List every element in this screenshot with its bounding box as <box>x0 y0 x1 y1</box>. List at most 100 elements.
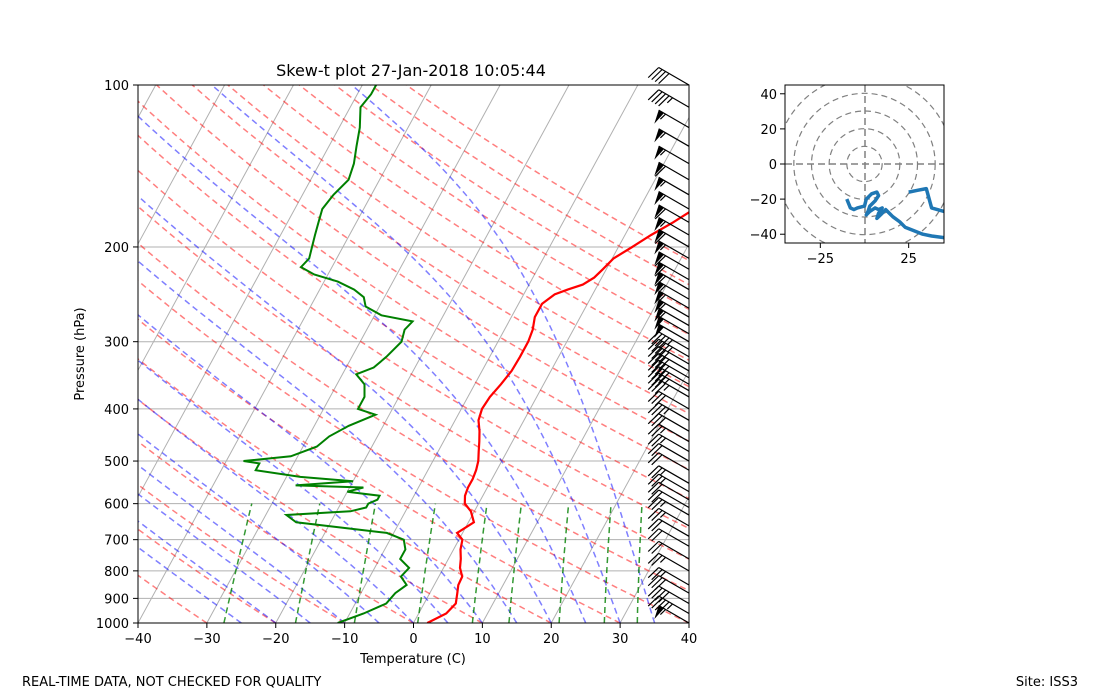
barb-pennant <box>654 204 664 219</box>
wind-barb <box>647 528 690 547</box>
barb-staff <box>658 452 690 471</box>
barb-full <box>651 509 663 521</box>
wind-barb <box>647 452 690 471</box>
barb-full <box>654 589 667 601</box>
barb-staff <box>658 323 690 343</box>
barb-staff <box>658 528 690 547</box>
dry-adiabat-line <box>138 318 621 623</box>
barb-pennant <box>654 191 664 206</box>
moist-adiabat-line <box>138 398 415 623</box>
wind-barb <box>654 228 690 248</box>
x-tick-label: −20 <box>262 632 289 647</box>
barb-pennant <box>654 281 664 296</box>
hodograph-x-tick-label: 25 <box>900 252 917 267</box>
barb-full <box>647 67 660 79</box>
moist-adiabats <box>138 85 656 623</box>
barb-full <box>647 443 660 455</box>
barb-half <box>659 477 667 484</box>
barb-full <box>658 601 670 613</box>
isobar-grid <box>138 85 689 623</box>
barb-full <box>647 567 660 579</box>
barb-staff <box>658 372 690 392</box>
barb-staff <box>658 271 690 291</box>
barb-staff <box>658 585 690 605</box>
barb-staff <box>658 378 690 398</box>
barb-half <box>659 195 667 201</box>
wind-barb <box>654 128 690 147</box>
barb-staff <box>658 595 690 614</box>
barb-half <box>659 556 667 563</box>
wind-barb <box>654 145 690 165</box>
barb-full <box>647 372 660 384</box>
barb-full <box>651 467 663 479</box>
moist-adiabat-line <box>138 520 277 623</box>
barb-staff <box>658 66 690 86</box>
barb-full <box>651 520 663 532</box>
wind-barb <box>647 481 690 501</box>
barb-full <box>654 342 667 354</box>
x-tick-label: −40 <box>124 632 151 647</box>
barb-half <box>659 311 667 318</box>
barb-full <box>658 359 670 370</box>
wind-barb <box>647 443 690 462</box>
barb-full <box>658 365 670 377</box>
barb-full <box>654 165 667 177</box>
x-tick-label: −10 <box>331 632 358 647</box>
hodograph-y-tick-label: 20 <box>760 123 777 138</box>
wind-barb <box>654 216 690 236</box>
barb-full <box>647 390 660 402</box>
barb-pennant <box>654 217 664 232</box>
barb-half <box>659 427 667 434</box>
barb-pennant <box>654 290 664 305</box>
barb-full <box>647 507 660 519</box>
moist-adiabat-line <box>138 260 518 623</box>
wind-barb <box>654 290 690 309</box>
barb-full <box>651 542 663 554</box>
barb-full <box>654 394 667 406</box>
barb-full <box>658 73 670 85</box>
barb-half <box>659 132 667 139</box>
barb-full <box>647 489 660 501</box>
hodograph-y-tick-label: 40 <box>760 88 777 103</box>
dry-adiabat-line <box>298 85 689 336</box>
barb-full <box>647 433 660 445</box>
barb-full <box>651 69 663 81</box>
x-axis-label: Temperature (C) <box>359 652 466 667</box>
barb-full <box>651 435 663 447</box>
dry-adiabat-line <box>263 85 689 362</box>
hodograph-y-tick-label: −40 <box>750 228 777 243</box>
hodograph-trace <box>845 190 944 240</box>
barb-staff <box>658 489 690 509</box>
isotherm-line <box>413 116 689 623</box>
barb-pennant <box>654 177 664 191</box>
barb-staff <box>658 507 690 527</box>
barb-full <box>647 552 660 564</box>
wind-barb <box>654 604 690 624</box>
barb-full <box>654 579 667 591</box>
barb-full <box>654 370 667 382</box>
mixing-ratio-line <box>636 503 643 623</box>
barb-full <box>651 499 663 511</box>
barb-half <box>666 346 673 353</box>
barb-full <box>647 465 660 477</box>
barb-full <box>647 89 660 101</box>
barb-full <box>647 353 660 364</box>
barb-full <box>651 445 663 457</box>
barb-pennant <box>654 299 664 314</box>
barb-staff <box>658 261 690 281</box>
dry-adiabat-line <box>138 279 689 623</box>
barb-half <box>666 339 673 346</box>
barb-full <box>654 417 667 429</box>
barb-staff <box>658 552 690 572</box>
moist-adiabat-line <box>211 85 621 623</box>
wind-barb <box>654 176 690 196</box>
plot-area <box>138 85 689 623</box>
wind-barb <box>647 585 690 605</box>
x-axis-ticks: −40 −30 −20 −10 0 10 20 30 40 <box>124 623 697 647</box>
hodograph-trace-upper <box>908 186 944 214</box>
barb-half <box>663 384 670 391</box>
barb-full <box>647 481 660 493</box>
barb-pennant <box>654 316 664 330</box>
y-tick-label: 600 <box>104 498 129 513</box>
barb-pennant <box>654 251 664 266</box>
